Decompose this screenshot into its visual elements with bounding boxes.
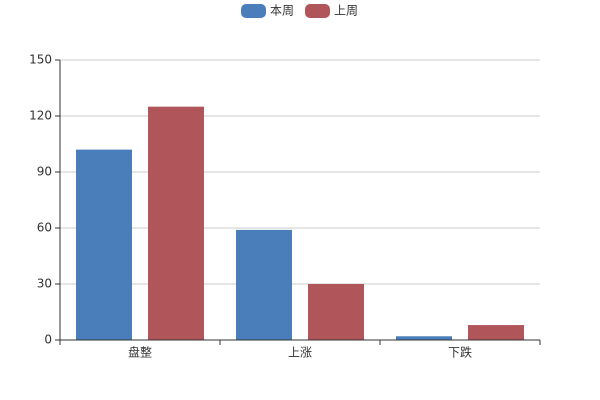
y-tick-label: 120	[29, 109, 52, 123]
legend-swatch[interactable]	[305, 4, 330, 18]
x-tick-label: 上涨	[288, 345, 312, 360]
y-tick-label: 0	[44, 333, 52, 347]
y-tick-label: 150	[29, 53, 52, 67]
bar	[468, 325, 524, 340]
bar	[148, 106, 204, 341]
legend-label[interactable]: 本周	[270, 4, 294, 18]
y-tick-label: 60	[37, 221, 52, 235]
x-tick-label: 下跌	[448, 345, 472, 360]
bar	[76, 149, 132, 340]
bar	[236, 229, 292, 340]
bar	[396, 336, 452, 340]
legend-label[interactable]: 上周	[334, 4, 358, 18]
bar	[308, 284, 364, 340]
y-tick-label: 30	[37, 277, 52, 291]
y-tick-label: 90	[37, 165, 52, 179]
x-tick-label: 盘整	[128, 345, 152, 360]
legend-swatch[interactable]	[241, 4, 266, 18]
